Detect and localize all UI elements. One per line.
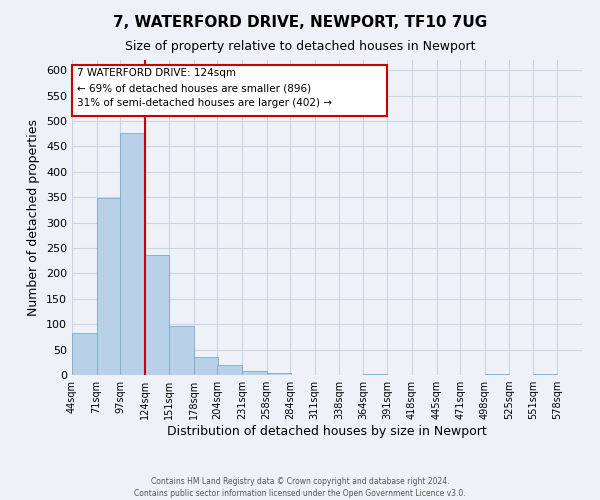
Bar — [145, 255, 169, 375]
Bar — [363, 374, 388, 375]
Bar — [72, 333, 97, 375]
Bar — [266, 374, 291, 375]
Text: Size of property relative to detached houses in Newport: Size of property relative to detached ho… — [125, 40, 475, 53]
Text: 7, WATERFORD DRIVE, NEWPORT, TF10 7UG: 7, WATERFORD DRIVE, NEWPORT, TF10 7UG — [113, 15, 487, 30]
Bar — [169, 326, 194, 375]
Bar — [194, 357, 218, 375]
Text: 7 WATERFORD DRIVE: 124sqm
← 69% of detached houses are smaller (896)
31% of semi: 7 WATERFORD DRIVE: 124sqm ← 69% of detac… — [77, 68, 332, 108]
Bar — [485, 374, 509, 375]
Bar — [217, 366, 242, 375]
Bar — [97, 198, 121, 375]
Bar — [242, 371, 266, 375]
FancyBboxPatch shape — [72, 65, 386, 116]
Text: Contains HM Land Registry data © Crown copyright and database right 2024.
Contai: Contains HM Land Registry data © Crown c… — [134, 476, 466, 498]
Y-axis label: Number of detached properties: Number of detached properties — [28, 119, 40, 316]
Bar — [533, 374, 557, 375]
X-axis label: Distribution of detached houses by size in Newport: Distribution of detached houses by size … — [167, 425, 487, 438]
Bar — [120, 133, 145, 375]
